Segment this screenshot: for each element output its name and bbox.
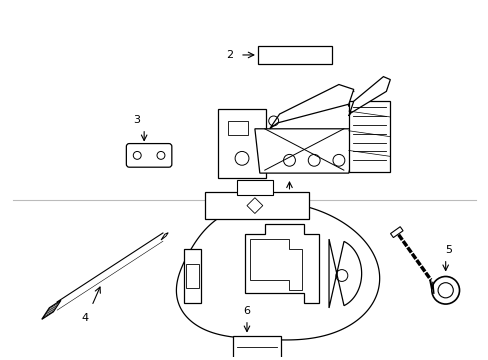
Text: 3: 3 bbox=[132, 115, 140, 125]
Polygon shape bbox=[348, 101, 389, 172]
Polygon shape bbox=[41, 300, 61, 319]
Polygon shape bbox=[249, 239, 302, 290]
Polygon shape bbox=[218, 109, 265, 178]
FancyBboxPatch shape bbox=[126, 144, 171, 167]
Polygon shape bbox=[228, 121, 247, 135]
Polygon shape bbox=[244, 224, 319, 303]
Polygon shape bbox=[246, 198, 262, 213]
Polygon shape bbox=[269, 85, 353, 129]
Polygon shape bbox=[237, 180, 272, 195]
Text: 4: 4 bbox=[81, 313, 88, 323]
Text: 1: 1 bbox=[285, 198, 292, 208]
Polygon shape bbox=[254, 129, 358, 173]
Polygon shape bbox=[233, 336, 280, 360]
Text: 5: 5 bbox=[444, 245, 451, 255]
Polygon shape bbox=[176, 202, 379, 340]
Bar bbox=[257, 46, 331, 64]
Polygon shape bbox=[185, 264, 198, 288]
Polygon shape bbox=[390, 227, 402, 238]
Polygon shape bbox=[183, 249, 200, 303]
Polygon shape bbox=[328, 239, 361, 308]
Text: 2: 2 bbox=[226, 50, 233, 60]
Text: 6: 6 bbox=[243, 306, 250, 316]
Polygon shape bbox=[161, 233, 168, 240]
Polygon shape bbox=[348, 77, 389, 116]
Polygon shape bbox=[205, 192, 308, 219]
